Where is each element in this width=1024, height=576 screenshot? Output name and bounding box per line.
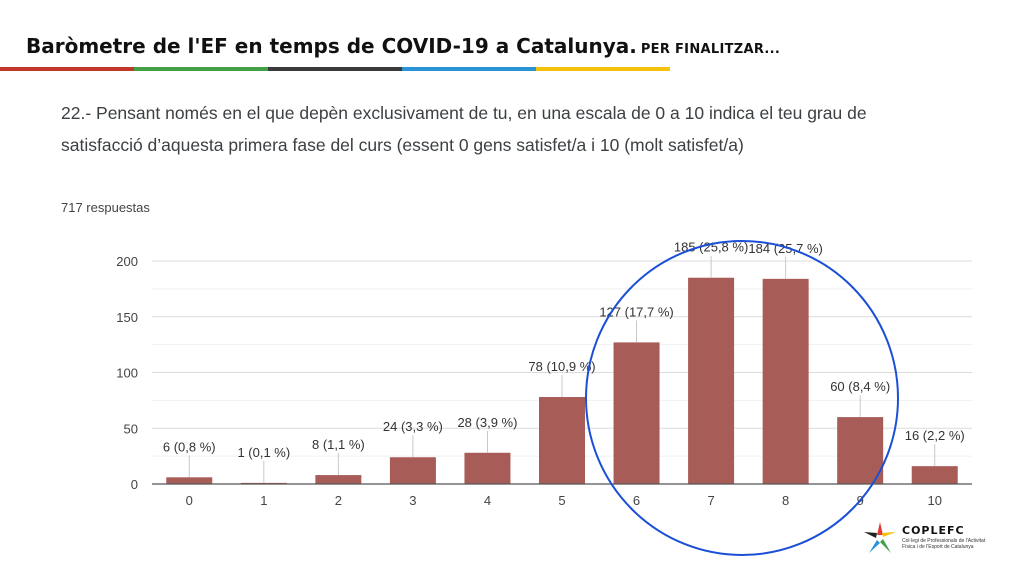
logo-tagline: Col·legi de Professionals de l'Activitat…	[902, 538, 986, 550]
x-tick-label: 6	[633, 493, 640, 508]
data-label: 16 (2,2 %)	[905, 428, 965, 443]
data-label: 60 (8,4 %)	[830, 379, 890, 394]
x-tick-label: 2	[335, 493, 342, 508]
bar	[762, 278, 809, 484]
bar	[613, 342, 660, 484]
data-label: 24 (3,3 %)	[383, 419, 443, 434]
y-tick-label: 50	[124, 421, 138, 436]
x-tick-label: 1	[260, 493, 267, 508]
data-label: 8 (1,1 %)	[312, 437, 365, 452]
bar	[539, 397, 585, 484]
data-label: 78 (10,9 %)	[528, 359, 595, 374]
stripe-segment	[0, 67, 134, 71]
x-tick-label: 5	[558, 493, 565, 508]
x-tick-label: 0	[186, 493, 193, 508]
x-tick-label: 8	[782, 493, 789, 508]
x-tick-label: 3	[409, 493, 416, 508]
bar	[837, 417, 884, 484]
question-text: 22.- Pensant només en el que depèn exclu…	[61, 103, 867, 155]
bar	[464, 452, 511, 484]
star-logo-icon	[864, 522, 896, 553]
y-tick-label: 200	[116, 254, 138, 269]
logo-name: COPLEFC	[902, 524, 965, 537]
data-label: 1 (0,1 %)	[237, 445, 290, 460]
title-main: Baròmetre de l'EF en temps de COVID-19 a…	[26, 34, 637, 58]
stripe-segment	[402, 67, 536, 71]
bar	[688, 277, 735, 484]
title-subtitle: PER FINALITZAR...	[640, 42, 781, 57]
stripe-segment	[134, 67, 268, 71]
bar	[315, 475, 362, 484]
y-tick-label: 100	[116, 366, 138, 381]
y-tick-label: 0	[131, 477, 138, 492]
y-tick-label: 150	[116, 310, 138, 325]
data-label: 28 (3,9 %)	[457, 415, 517, 430]
coplefc-logo: COPLEFC Col·legi de Professionals de l'A…	[862, 520, 1012, 556]
bar	[911, 466, 958, 484]
highlight-circle	[585, 240, 899, 556]
data-label: 6 (0,8 %)	[163, 439, 216, 454]
slide-title: Baròmetre de l'EF en temps de COVID-19 a…	[26, 34, 780, 58]
x-tick-label: 4	[484, 493, 491, 508]
response-count: 717 respuestas	[61, 200, 150, 215]
stripe-segment	[268, 67, 402, 71]
data-label: 185 (25,8 %)	[674, 240, 748, 255]
bar	[166, 477, 213, 484]
data-label: 184 (25,7 %)	[748, 241, 822, 256]
x-tick-label: 10	[927, 493, 941, 508]
stripe-segment	[536, 67, 670, 71]
x-tick-label: 7	[707, 493, 714, 508]
data-label: 127 (17,7 %)	[599, 304, 673, 319]
bar	[389, 457, 436, 484]
